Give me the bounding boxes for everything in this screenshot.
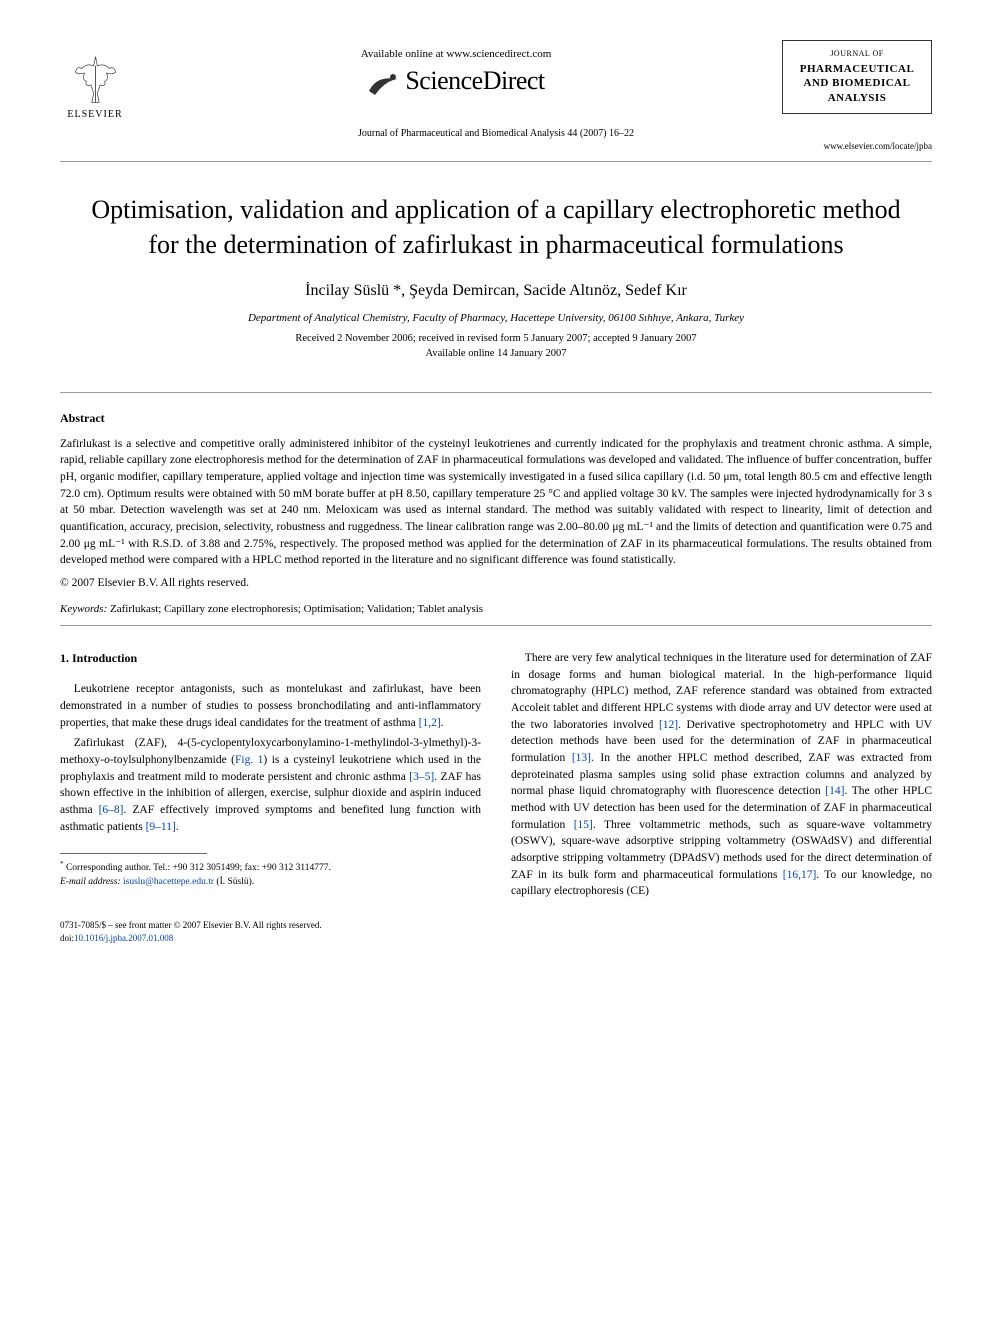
journal-url: www.elsevier.com/locate/jpba	[60, 141, 932, 151]
dates-received: Received 2 November 2006; received in re…	[295, 333, 696, 344]
sciencedirect-text: ScienceDirect	[405, 66, 544, 95]
email-link[interactable]: isuslu@hacettepe.edu.tr	[123, 877, 214, 887]
ref-link-14[interactable]: [14]	[825, 785, 844, 797]
center-header: Available online at www.sciencedirect.co…	[130, 40, 782, 99]
abstract-body: Zafirlukast is a selective and competiti…	[60, 438, 932, 567]
paper-title: Optimisation, validation and application…	[90, 192, 902, 262]
authors: İncilay Süslü *, Şeyda Demircan, Sacide …	[60, 282, 932, 300]
front-matter: 0731-7085/$ – see front matter © 2007 El…	[60, 920, 322, 930]
header-divider	[60, 161, 932, 162]
doi-prefix: doi:	[60, 933, 74, 943]
two-column-body: 1. Introduction Leukotriene receptor ant…	[60, 650, 932, 944]
intro-para-1: Leukotriene receptor antagonists, such a…	[60, 681, 481, 731]
dates: Received 2 November 2006; received in re…	[60, 332, 932, 361]
ref-link-3-5[interactable]: [3–5]	[409, 771, 434, 783]
journal-box-main: PHARMACEUTICAL AND BIOMEDICAL ANALYSIS	[789, 62, 925, 105]
publisher-name: ELSEVIER	[67, 109, 122, 120]
corresponding-author-footnote: * Corresponding author. Tel.: +90 312 30…	[60, 860, 481, 889]
footnote-divider	[60, 853, 207, 854]
abstract-bottom-divider	[60, 625, 932, 626]
copyright: © 2007 Elsevier B.V. All rights reserved…	[60, 577, 932, 589]
journal-box: JOURNAL OF PHARMACEUTICAL AND BIOMEDICAL…	[782, 40, 932, 114]
affiliation: Department of Analytical Chemistry, Facu…	[60, 312, 932, 324]
available-online-text: Available online at www.sciencedirect.co…	[130, 48, 782, 60]
intro-para-3: There are very few analytical techniques…	[511, 650, 932, 900]
email-label: E-mail address:	[60, 877, 121, 887]
left-column: 1. Introduction Leukotriene receptor ant…	[60, 650, 481, 944]
ref-link-12[interactable]: [12]	[659, 719, 678, 731]
ref-link-9-11[interactable]: [9–11]	[146, 821, 176, 833]
keywords: Keywords: Zafirlukast; Capillary zone el…	[60, 603, 932, 615]
sciencedirect-logo: ScienceDirect	[130, 66, 782, 99]
journal-reference: Journal of Pharmaceutical and Biomedical…	[60, 128, 932, 139]
footnote-text: Corresponding author. Tel.: +90 312 3051…	[66, 864, 331, 874]
keywords-text: Zafirlukast; Capillary zone electrophore…	[110, 603, 483, 615]
journal-box-top: JOURNAL OF	[789, 49, 925, 58]
ref-link-13[interactable]: [13]	[572, 752, 591, 764]
ref-link-6-8[interactable]: [6–8]	[99, 804, 124, 816]
footnote-marker: *	[60, 860, 64, 868]
ref-link-15[interactable]: [15]	[574, 819, 593, 831]
intro-para-2: Zafirlukast (ZAF), 4-(5-cyclopentyloxyca…	[60, 735, 481, 835]
dates-online: Available online 14 January 2007	[426, 348, 567, 359]
abstract-heading: Abstract	[60, 411, 932, 426]
ref-link-16-17[interactable]: [16,17]	[783, 869, 817, 881]
doi-link[interactable]: 10.1016/j.jpba.2007.01.008	[74, 933, 173, 943]
doi-block: 0731-7085/$ – see front matter © 2007 El…	[60, 919, 481, 944]
section-1-heading: 1. Introduction	[60, 650, 481, 667]
publisher-logo: ELSEVIER	[60, 40, 130, 120]
abstract-top-divider	[60, 392, 932, 393]
fig-1-link[interactable]: Fig. 1	[235, 754, 263, 766]
abstract-text: Zafirlukast is a selective and competiti…	[60, 436, 932, 569]
elsevier-tree-icon	[68, 52, 123, 107]
sciencedirect-swoosh-icon	[367, 71, 401, 99]
ref-link-1-2[interactable]: [1,2]	[419, 717, 441, 729]
email-suffix: (İ. Süslü).	[216, 877, 254, 887]
keywords-label: Keywords:	[60, 603, 107, 615]
header-row: ELSEVIER Available online at www.science…	[60, 40, 932, 120]
right-column: There are very few analytical techniques…	[511, 650, 932, 944]
